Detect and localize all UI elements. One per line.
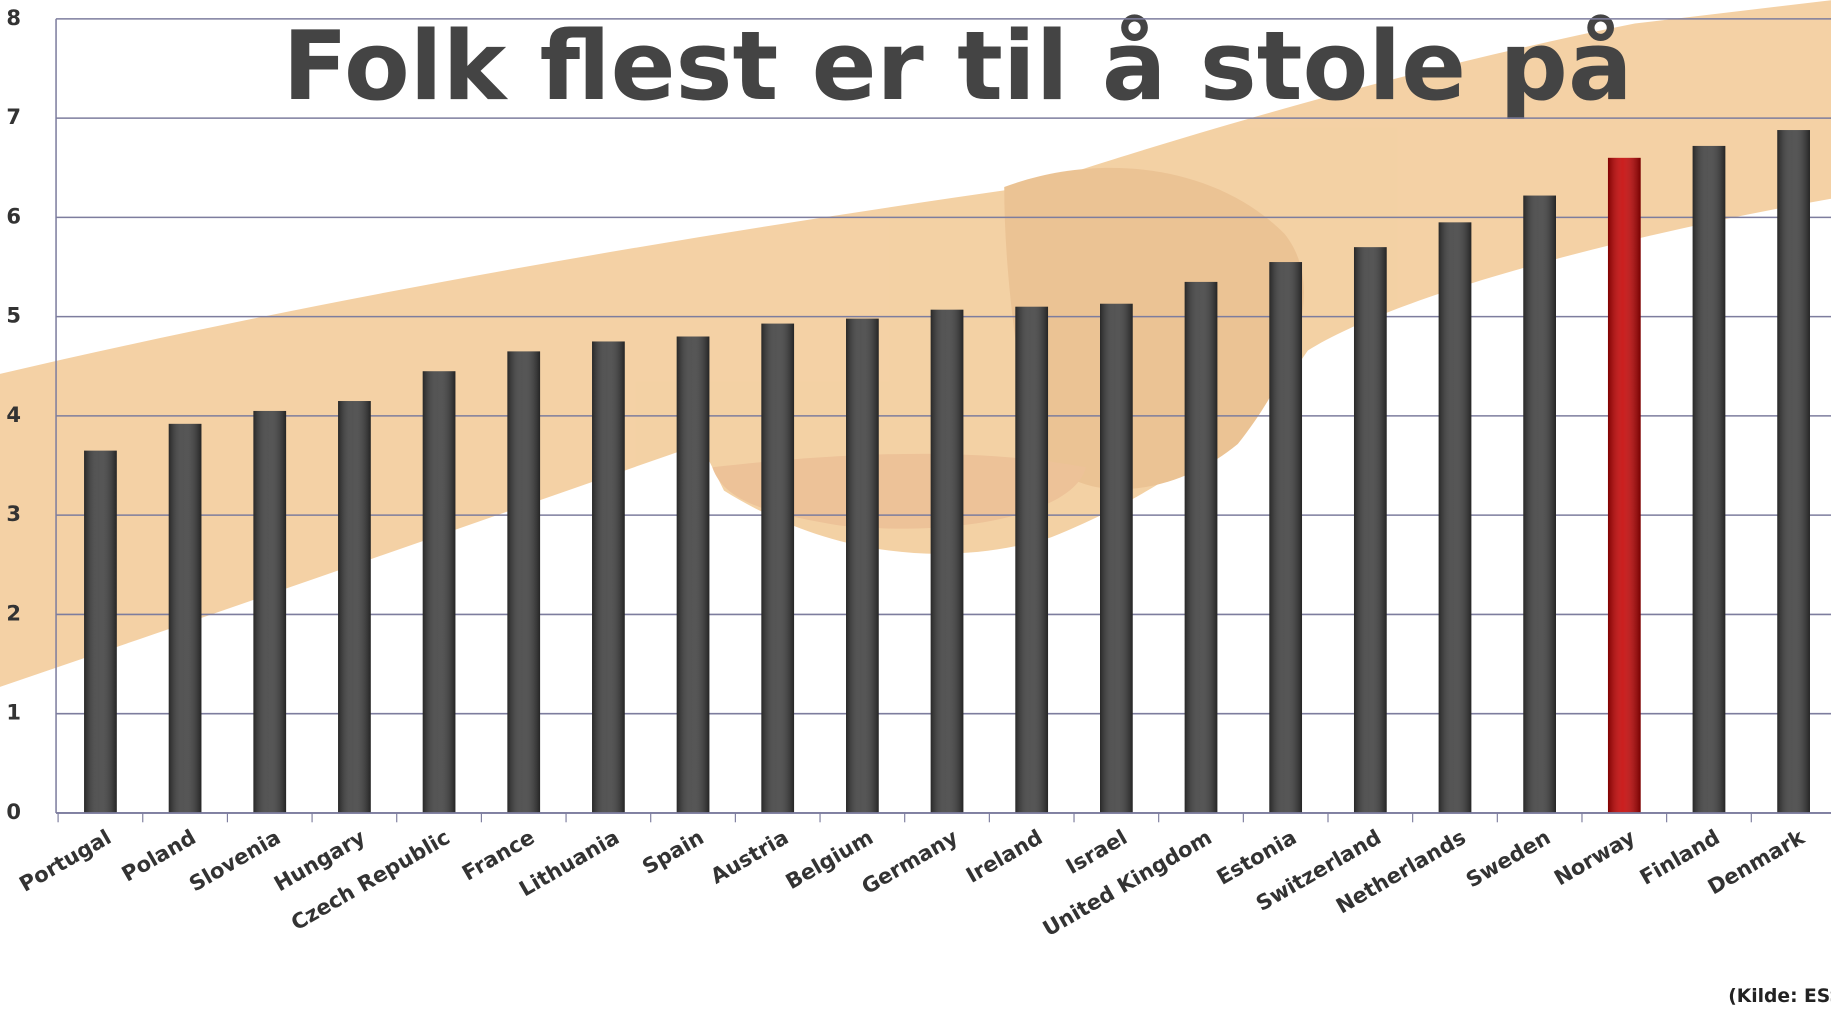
bar-shade — [761, 324, 794, 813]
y-tick-label: 8 — [6, 5, 21, 30]
y-tick-label: 1 — [6, 700, 21, 725]
bar-shade — [1523, 196, 1556, 813]
bar-shade — [1185, 282, 1218, 813]
bar-shade — [1015, 307, 1048, 813]
bar-shade — [1100, 304, 1133, 813]
bar-shade — [1608, 158, 1641, 813]
bar-shade — [1439, 222, 1472, 813]
y-tick-label: 4 — [6, 402, 21, 427]
x-tick-label: Spain — [638, 824, 708, 879]
bar-shade — [169, 424, 202, 813]
y-tick-label: 3 — [6, 501, 21, 526]
bar-shade — [846, 319, 879, 813]
bar-shade — [84, 451, 117, 813]
page: Folk flest er til å stole på (Kilde: ESS… — [0, 0, 1831, 1014]
x-tick-label: Austria — [706, 824, 793, 888]
bar-shade — [253, 411, 286, 813]
bar-shade — [677, 337, 710, 813]
x-tick-label: Germany — [857, 824, 962, 899]
bar-shade — [1777, 130, 1810, 813]
bar-shade — [592, 341, 625, 812]
bar-shade — [423, 371, 456, 813]
x-tick-label: Portugal — [15, 824, 115, 896]
x-tick-label: Denmark — [1703, 824, 1809, 900]
x-tick-label: Sweden — [1461, 824, 1554, 892]
bar-shade — [931, 310, 964, 813]
bar-shade — [1693, 146, 1726, 813]
source-note: (Kilde: ESS 2014) — [1728, 986, 1831, 1007]
x-tick-label: Ireland — [961, 824, 1046, 888]
bar-shade — [507, 351, 540, 813]
y-tick-label: 6 — [6, 203, 21, 228]
y-tick-label: 5 — [6, 303, 21, 328]
x-tick-label: Norway — [1550, 824, 1640, 890]
bar-shade — [1269, 262, 1302, 813]
y-tick-label: 2 — [6, 600, 21, 625]
chart-title: Folk flest er til å stole på — [282, 10, 1632, 122]
bar-shade — [1354, 247, 1387, 813]
bar-shade — [338, 401, 371, 813]
y-tick-label: 7 — [6, 104, 21, 129]
chart: Folk flest er til å stole på (Kilde: ESS… — [0, 0, 1831, 1014]
x-tick-label: Czech Republic — [287, 824, 454, 935]
x-tick-label: Slovenia — [185, 824, 285, 896]
y-tick-label: 0 — [6, 799, 21, 824]
